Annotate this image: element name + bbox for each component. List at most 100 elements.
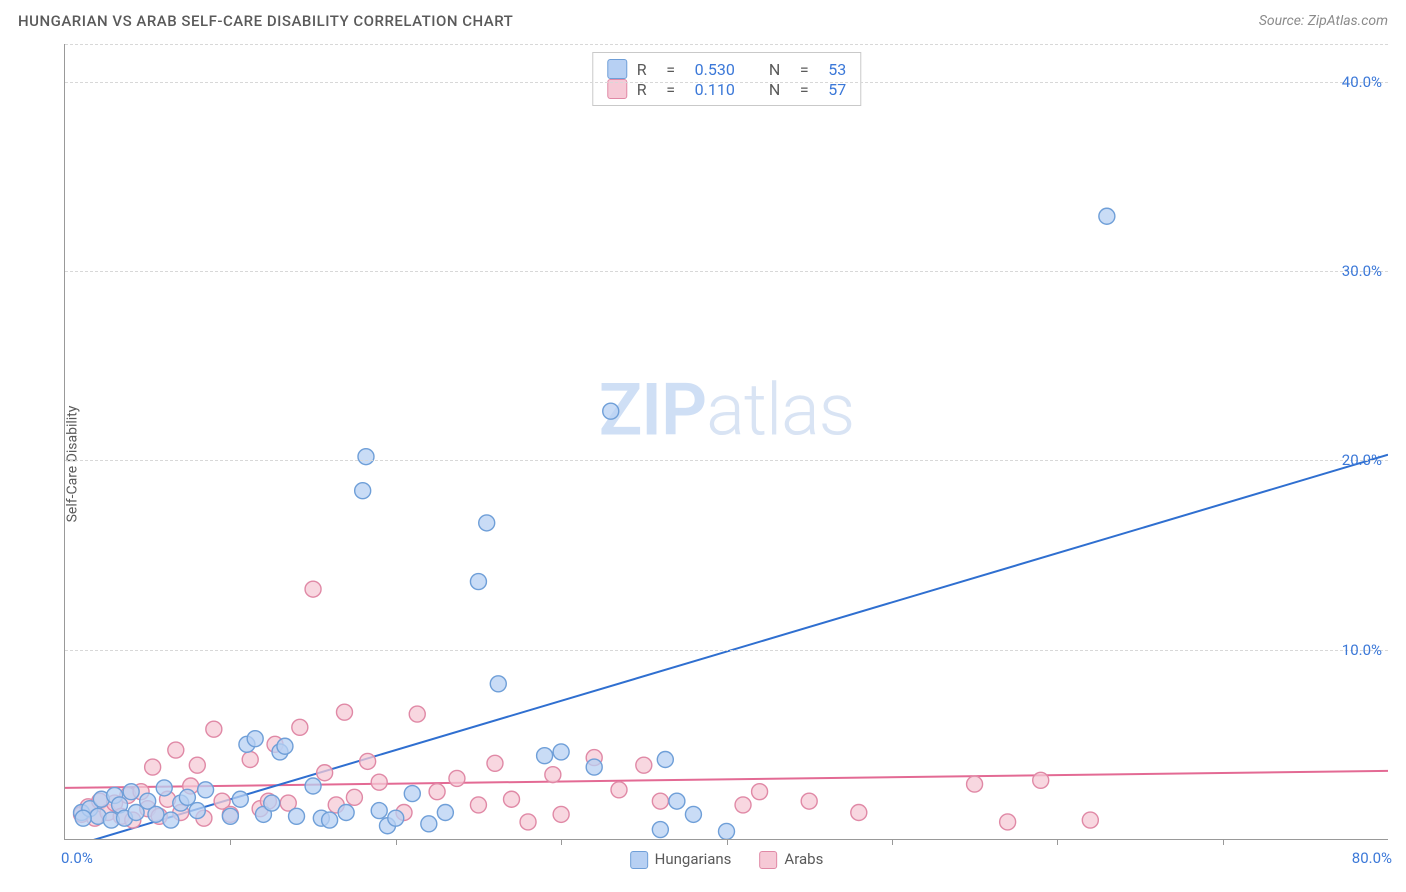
data-point (280, 795, 296, 811)
data-point (252, 801, 268, 817)
watermark-rest: atlas (706, 367, 854, 452)
chart-area: Self-Care Disability ZIPatlas R= 0.530 N… (18, 44, 1388, 884)
data-point (338, 805, 354, 821)
data-point (553, 806, 569, 822)
gridline (65, 82, 1388, 83)
data-point (80, 799, 96, 815)
data-point (328, 797, 344, 813)
data-point (140, 793, 156, 809)
data-point (409, 706, 425, 722)
x-tick (727, 839, 728, 845)
data-point (90, 808, 106, 824)
data-point (379, 818, 395, 834)
x-axis-max-label: 80.0% (1352, 849, 1392, 867)
data-point (173, 795, 189, 811)
data-point (189, 757, 205, 773)
data-point (264, 795, 280, 811)
data-point (313, 810, 329, 826)
data-point (553, 744, 569, 760)
data-point (1099, 208, 1115, 224)
data-point (652, 793, 668, 809)
data-point (112, 797, 128, 813)
data-point (437, 805, 453, 821)
data-point (189, 803, 205, 819)
data-point (242, 752, 258, 768)
data-point (336, 704, 352, 720)
n-value-hungarians: 53 (828, 60, 846, 79)
watermark: ZIPatlas (599, 367, 855, 452)
data-point (260, 793, 276, 809)
data-point (103, 812, 119, 828)
data-point (82, 801, 98, 817)
data-point (92, 793, 108, 809)
data-point (752, 784, 768, 800)
gridline (65, 44, 1388, 45)
data-point (504, 791, 520, 807)
data-point (355, 483, 371, 499)
data-point (160, 791, 176, 807)
data-point (479, 515, 495, 531)
data-point (120, 787, 136, 803)
data-point (396, 805, 412, 821)
data-point (490, 676, 506, 692)
data-point (404, 786, 420, 802)
data-point (429, 784, 445, 800)
y-tick-label: 40.0% (1342, 73, 1382, 91)
data-point (267, 736, 283, 752)
data-point (421, 816, 437, 832)
data-point (128, 805, 144, 821)
gridline (65, 460, 1388, 461)
data-point (1033, 772, 1049, 788)
data-point (133, 784, 149, 800)
swatch-hungarians-icon (630, 851, 648, 869)
regression-lines-layer (65, 44, 1388, 839)
data-point (277, 738, 293, 754)
legend-item-hungarians: Hungarians (630, 850, 732, 869)
stats-row-hungarians: R= 0.530 N= 53 (607, 59, 846, 79)
data-point (74, 806, 90, 822)
data-point (657, 752, 673, 768)
y-tick-label: 30.0% (1342, 262, 1382, 280)
data-point (388, 810, 404, 826)
y-tick-label: 10.0% (1342, 641, 1382, 659)
gridline (65, 271, 1388, 272)
watermark-bold: ZIP (599, 367, 706, 452)
data-point (1000, 814, 1016, 830)
data-point (371, 774, 387, 790)
data-point (603, 403, 619, 419)
data-point (123, 784, 139, 800)
data-point (1082, 812, 1098, 828)
x-tick (230, 839, 231, 845)
data-point (117, 810, 133, 826)
data-point (113, 808, 129, 824)
data-point (346, 789, 362, 805)
regression-line (65, 455, 1388, 839)
data-point (360, 753, 376, 769)
data-point (163, 812, 179, 828)
data-point (100, 805, 116, 821)
y-tick-label: 20.0% (1342, 451, 1382, 469)
data-point (305, 778, 321, 794)
scatter-points-layer (65, 44, 1388, 839)
swatch-hungarians-icon (607, 59, 627, 79)
x-tick (396, 839, 397, 845)
data-point (851, 805, 867, 821)
data-point (232, 791, 248, 807)
data-point (735, 797, 751, 813)
data-point (148, 806, 164, 822)
data-point (289, 808, 305, 824)
data-point (371, 803, 387, 819)
data-point (470, 797, 486, 813)
chart-source: Source: ZipAtlas.com (1259, 13, 1388, 29)
data-point (967, 776, 983, 792)
data-point (537, 748, 553, 764)
data-point (75, 810, 91, 826)
data-point (322, 812, 338, 828)
r-value-hungarians: 0.530 (695, 60, 735, 79)
x-tick (892, 839, 893, 845)
data-point (520, 814, 536, 830)
data-point (685, 806, 701, 822)
data-point (74, 805, 90, 821)
series-legend: Hungarians Arabs (630, 850, 824, 869)
data-point (719, 823, 735, 839)
